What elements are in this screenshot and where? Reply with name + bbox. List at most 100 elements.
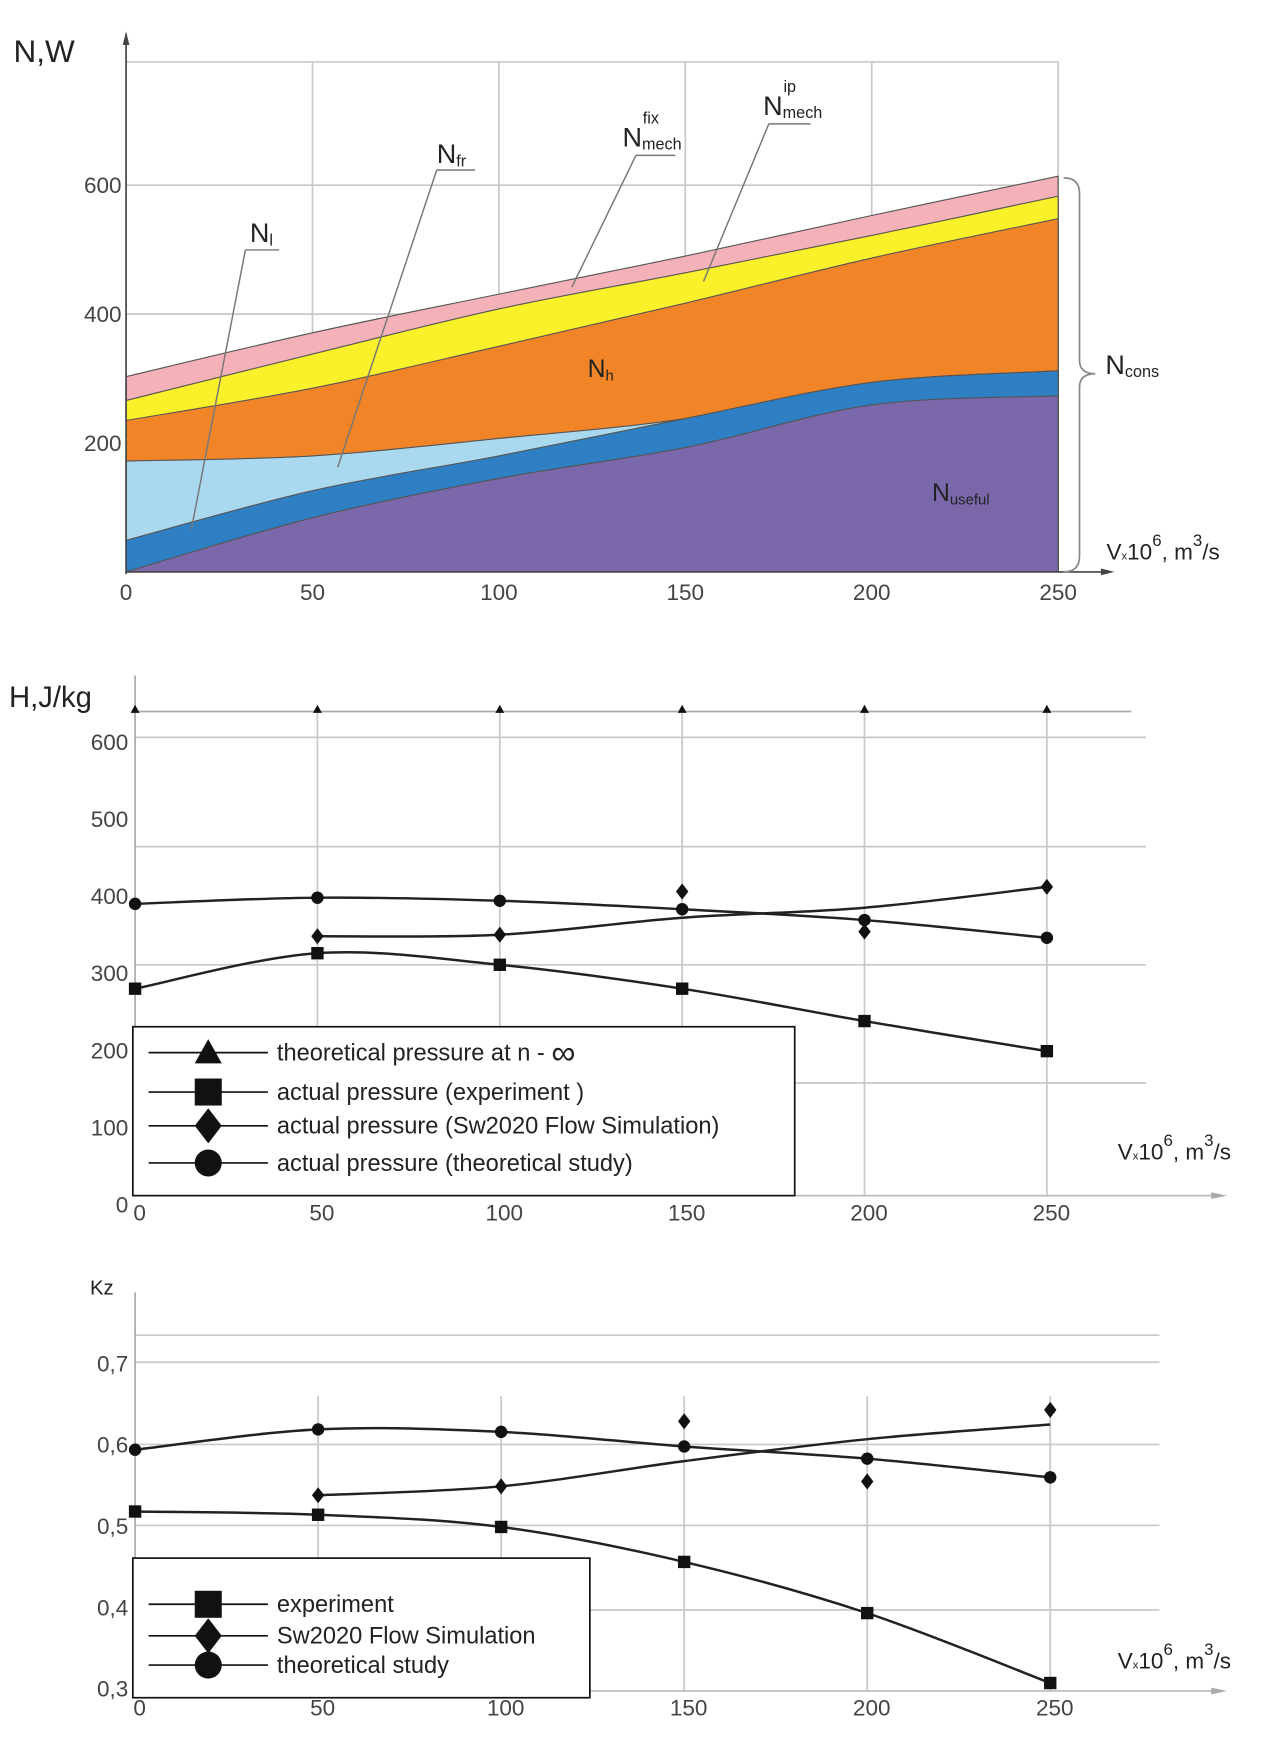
y-axis-title: H,J/kg xyxy=(9,682,92,714)
x-tick-label: 250 xyxy=(1033,1200,1071,1225)
xlabel-part: /s xyxy=(1213,1648,1231,1673)
series-circle xyxy=(128,891,1054,944)
x-axis-title: Vx106, m3/s xyxy=(1118,1640,1231,1674)
diamond-marker xyxy=(861,1473,874,1490)
square-marker xyxy=(1040,1044,1054,1058)
n-mech-ip-label-sub: mech xyxy=(783,104,823,122)
n-cons-label: Ncons xyxy=(1105,350,1159,381)
legend: experiment Sw2020 Flow Simulation theoreti… xyxy=(131,1557,591,1699)
y-tick-label: 500 xyxy=(91,807,129,832)
xlabel-part: 6 xyxy=(1163,1131,1172,1150)
n-mech-ip-label-sup: ip xyxy=(783,78,796,96)
triangle-marker xyxy=(312,704,322,713)
x-tick-label: 100 xyxy=(486,1200,524,1225)
n-mech-ip-label: Nmech xyxy=(763,91,822,122)
diamond-marker xyxy=(677,1413,691,1430)
x-tick-label: 50 xyxy=(310,1696,335,1721)
triangle-marker xyxy=(860,704,870,713)
legend-label: actual pressure (theoretical study) xyxy=(277,1151,633,1177)
n-useful-label-main: N xyxy=(932,480,950,507)
y-axis-arrow xyxy=(122,31,130,46)
n-h-label-sub: h xyxy=(605,369,613,385)
n-mech-fix-label: Nmech xyxy=(622,122,681,153)
xlabel-part: , m xyxy=(1162,540,1193,565)
circle-marker xyxy=(677,1440,691,1453)
legend-label: actual pressure (experiment ) xyxy=(277,1080,584,1106)
xlabel-part: x xyxy=(1133,1659,1139,1671)
y-axis-title: Kz xyxy=(90,1278,114,1300)
y-tick-label: 0,3 xyxy=(97,1677,128,1702)
circle-marker xyxy=(311,891,324,904)
circle-marker xyxy=(861,1452,874,1465)
xlabel-part: , m xyxy=(1173,1140,1204,1165)
square-marker xyxy=(128,1505,142,1518)
legend-label: actual pressure (Sw2020 Flow Simulation) xyxy=(277,1114,719,1140)
diamond-marker xyxy=(493,926,506,943)
n-l-label-main: N xyxy=(250,218,269,248)
triangle-marker xyxy=(194,1039,222,1064)
x-tick-label: 50 xyxy=(309,1200,334,1225)
x-tick-label: 0 xyxy=(133,1696,146,1721)
series-line xyxy=(135,1510,1051,1685)
xlabel-part: 10 xyxy=(1138,1648,1163,1673)
series-circle xyxy=(128,1423,1057,1484)
circle-marker xyxy=(194,1651,222,1679)
legend-label: Sw2020 Flow Simulation xyxy=(277,1624,536,1650)
circle-marker xyxy=(858,913,871,927)
diamond-marker xyxy=(311,928,324,945)
n-mech-ip-label-main: N xyxy=(763,91,782,121)
x-tick-label: 0 xyxy=(120,580,133,605)
xlabel-part: V xyxy=(1107,540,1122,565)
x-tick-label: 200 xyxy=(853,580,891,605)
y-tick-label: 0,6 xyxy=(97,1433,128,1458)
diamond-marker xyxy=(194,1618,222,1654)
xlabel-part: V xyxy=(1118,1140,1133,1165)
diamond-marker xyxy=(311,1487,325,1504)
triangle-marker xyxy=(677,704,687,713)
xlabel-part: x xyxy=(1122,551,1128,563)
square-marker xyxy=(1044,1676,1057,1690)
leader-line xyxy=(702,123,770,282)
infinity-symbol: ∞ xyxy=(551,1034,575,1072)
y-tick-label: 400 xyxy=(91,884,129,909)
n-cons-label-sub: cons xyxy=(1125,363,1159,381)
x-axis-title: Vx106, m3/s xyxy=(1118,1131,1231,1165)
y-tick-label: 0,4 xyxy=(97,1595,128,1620)
diamond-marker xyxy=(675,883,689,900)
y-tick-label: 400 xyxy=(84,302,122,327)
x-tick-label: 50 xyxy=(300,580,325,605)
power-chart: 0 50 100 150 200 250 200 400 600 N,W Vx106, m3/s Nc… xyxy=(14,31,1220,605)
x-tick-label: 200 xyxy=(853,1696,891,1721)
legend: theoretical pressure at n - ∞ actual pres… xyxy=(131,1025,796,1197)
x-tick-label: 250 xyxy=(1036,1696,1074,1721)
circle-marker xyxy=(675,903,689,916)
xlabel-part: 3 xyxy=(1193,531,1202,550)
triangle-marker xyxy=(130,704,140,713)
n-fr-label: Nfr xyxy=(437,139,467,170)
n-l-label-sub: l xyxy=(269,231,273,249)
xlabel-part: 10 xyxy=(1138,1140,1163,1165)
n-mech-fix-label-sup: fix xyxy=(643,109,659,127)
y-tick-label: 600 xyxy=(91,730,129,755)
circle-marker xyxy=(1044,1471,1057,1484)
pressure-chart: 0 50 100 150 200 250 0 100 200 300 400 500 600 H,J/kg… xyxy=(9,675,1231,1225)
series-line xyxy=(317,885,1048,938)
xlabel-part: 3 xyxy=(1204,1131,1213,1150)
leader-line xyxy=(190,249,247,530)
circle-marker xyxy=(128,1443,142,1456)
n-cons-label-main: N xyxy=(1105,350,1124,380)
x-tick-label: 150 xyxy=(668,1200,706,1225)
y-tick-label: 100 xyxy=(91,1115,129,1140)
square-marker xyxy=(494,1520,508,1534)
legend-box xyxy=(131,1025,796,1197)
x-tick-label: 0 xyxy=(133,1200,146,1225)
xlabel-part: , m xyxy=(1173,1648,1204,1673)
series-line xyxy=(135,896,1047,940)
x-tick-label: 250 xyxy=(1039,580,1077,605)
square-marker xyxy=(311,1508,325,1521)
n-fr-label-main: N xyxy=(437,139,456,169)
legend-label: theoretical study xyxy=(277,1653,449,1679)
square-marker xyxy=(861,1606,874,1620)
series-line xyxy=(134,951,1048,1053)
